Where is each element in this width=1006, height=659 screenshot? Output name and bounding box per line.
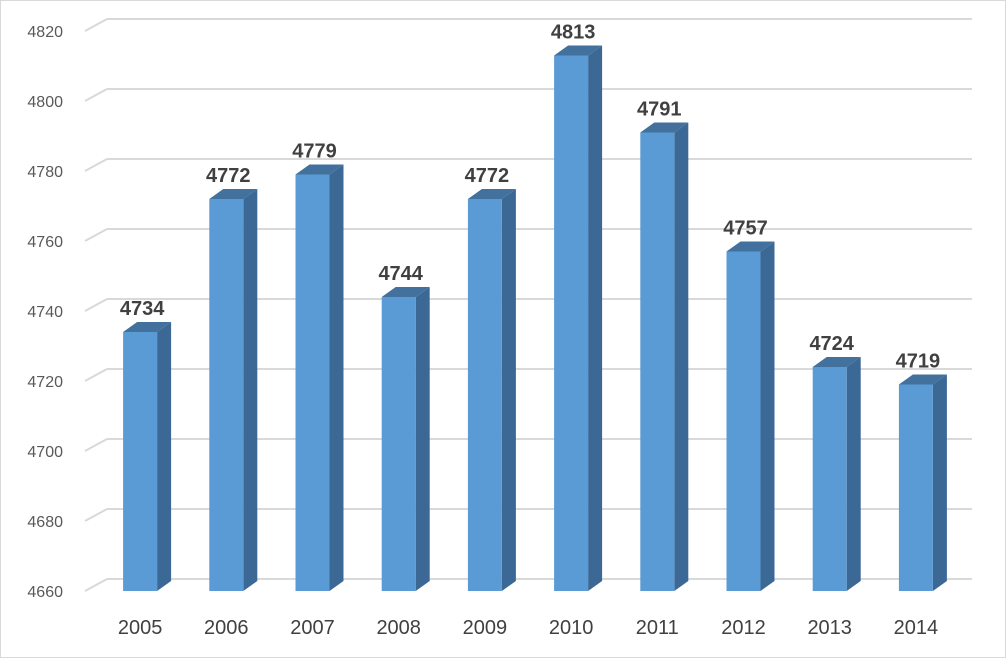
y-tick-label: 4660 bbox=[27, 584, 63, 601]
x-tick-label: 2011 bbox=[636, 617, 679, 639]
bar-top bbox=[812, 357, 861, 367]
x-tick-label: 2008 bbox=[376, 617, 421, 639]
data-label: 4744 bbox=[378, 263, 423, 285]
bar-front bbox=[123, 332, 158, 591]
x-axis-tick-labels: 2005 2006 2007 2008 2009 2010 2011 2012 2013 2014 bbox=[118, 617, 938, 639]
bar-side bbox=[157, 322, 172, 591]
x-tick-label: 2014 bbox=[894, 617, 939, 639]
bar-side bbox=[760, 241, 775, 591]
bar-top bbox=[726, 241, 775, 252]
data-label: 4791 bbox=[637, 99, 682, 121]
bar bbox=[640, 122, 689, 591]
bar bbox=[123, 322, 172, 591]
gridline bbox=[84, 18, 972, 32]
x-tick-label: 2012 bbox=[721, 617, 766, 639]
y-axis-tick-labels: 4660 4680 4700 4720 4740 4760 4780 4800 4820 bbox=[27, 24, 63, 601]
gridline bbox=[84, 88, 972, 102]
bar bbox=[812, 357, 861, 591]
bar-top bbox=[554, 45, 603, 56]
bar-top bbox=[898, 374, 947, 385]
bar-side bbox=[846, 357, 861, 591]
y-tick-label: 4820 bbox=[27, 24, 63, 41]
bar-side bbox=[329, 164, 344, 591]
bar bbox=[209, 189, 258, 591]
bar bbox=[467, 189, 516, 591]
bar bbox=[381, 287, 430, 591]
bar-side bbox=[501, 189, 516, 591]
y-tick-label: 4740 bbox=[27, 304, 63, 321]
bar bbox=[726, 241, 775, 591]
data-label: 4719 bbox=[896, 351, 941, 373]
bar-side bbox=[932, 374, 947, 591]
bar-top bbox=[381, 287, 430, 297]
y-tick-label: 4720 bbox=[27, 374, 63, 391]
x-tick-label: 2007 bbox=[290, 617, 335, 639]
bars: 4734 4772 4779 4744 4772 4813 4791 4757 4724 4719 bbox=[120, 22, 947, 591]
bar-front bbox=[467, 199, 502, 591]
bar bbox=[898, 374, 947, 591]
bar-top bbox=[123, 322, 172, 332]
data-label: 4757 bbox=[723, 218, 768, 240]
bar-side bbox=[415, 287, 430, 591]
bar-front bbox=[726, 251, 761, 591]
gridline bbox=[84, 158, 972, 172]
bar-front bbox=[640, 132, 675, 591]
x-tick-label: 2009 bbox=[463, 617, 508, 639]
x-tick-label: 2006 bbox=[204, 617, 249, 639]
y-tick-label: 4780 bbox=[27, 164, 63, 181]
bar-front bbox=[554, 55, 589, 591]
data-label: 4813 bbox=[551, 22, 596, 44]
bar-top bbox=[295, 164, 344, 175]
y-tick-label: 4800 bbox=[27, 94, 63, 111]
bar-top bbox=[209, 189, 258, 199]
data-label: 4724 bbox=[809, 333, 854, 355]
x-tick-label: 2013 bbox=[807, 617, 852, 639]
x-tick-label: 2010 bbox=[549, 617, 594, 639]
y-tick-label: 4760 bbox=[27, 234, 63, 251]
bar-top bbox=[640, 122, 689, 133]
data-label: 4772 bbox=[465, 165, 510, 187]
bar-side bbox=[588, 45, 603, 591]
bar-front bbox=[898, 384, 933, 591]
bar-top bbox=[467, 189, 516, 199]
bar-side bbox=[243, 189, 258, 591]
bar-side bbox=[674, 122, 689, 591]
bar-front bbox=[381, 297, 416, 591]
y-tick-label: 4680 bbox=[27, 514, 63, 531]
bar-front bbox=[295, 174, 330, 591]
data-label: 4779 bbox=[292, 141, 337, 163]
bar bbox=[554, 45, 603, 591]
bar-front bbox=[209, 199, 244, 591]
bar-front bbox=[812, 367, 847, 591]
data-label: 4734 bbox=[120, 298, 165, 320]
data-label: 4772 bbox=[206, 165, 251, 187]
bar bbox=[295, 164, 344, 591]
x-tick-label: 2005 bbox=[118, 617, 163, 639]
y-tick-label: 4700 bbox=[27, 444, 63, 461]
